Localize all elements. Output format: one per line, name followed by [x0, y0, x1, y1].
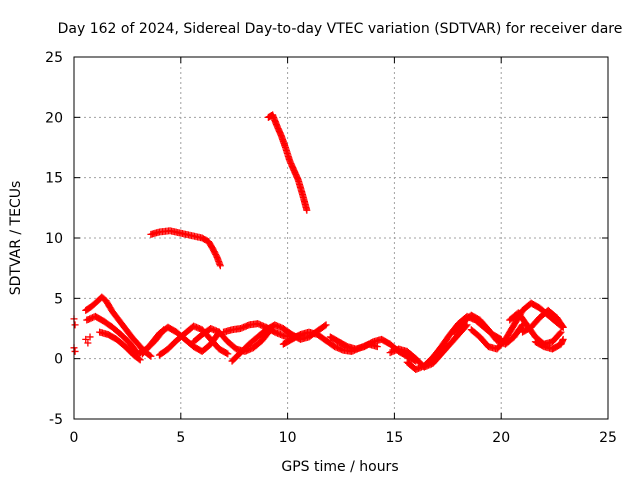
x-tick-label: 0 [70, 430, 79, 446]
series-isolated-near-origin [82, 333, 94, 347]
data-points [70, 111, 567, 374]
data-point [559, 335, 567, 343]
data-point [373, 343, 381, 351]
series-high-arc-2 [264, 111, 311, 214]
data-point [518, 322, 526, 330]
gridlines [74, 57, 608, 419]
data-point [224, 350, 232, 358]
data-point [86, 333, 94, 341]
data-point [71, 347, 79, 355]
y-tick-label: -5 [49, 412, 63, 428]
series-high-arc-1 [147, 227, 224, 270]
y-axis-label: SDTVAR / TECUs [8, 181, 24, 296]
y-tick-label: 25 [45, 50, 63, 66]
series-arc-q [531, 335, 567, 353]
y-tick-label: 20 [45, 110, 63, 126]
data-point [557, 328, 565, 336]
series-arc-p [519, 306, 567, 336]
x-axis-label: GPS time / hours [281, 459, 398, 475]
data-point [71, 321, 79, 329]
data-point [136, 356, 144, 364]
x-tick-label: 5 [176, 430, 185, 446]
data-point [135, 355, 143, 363]
series-isolated-left [70, 315, 79, 355]
y-tick-label: 15 [45, 171, 63, 187]
series-arc-c [96, 328, 144, 364]
axis-ticks: 0 5 10 15 20 25 -5 0 5 10 15 20 25 [45, 50, 617, 446]
data-point [322, 321, 330, 329]
data-point [556, 329, 564, 337]
data-point [216, 262, 224, 270]
x-tick-label: 20 [492, 430, 510, 446]
plot-frame [73, 56, 609, 420]
x-tick-label: 25 [599, 430, 617, 446]
data-point [321, 322, 329, 330]
x-tick-label: 10 [279, 430, 297, 446]
data-point [146, 351, 154, 359]
series-arc-i [279, 328, 381, 355]
series-arc-f [190, 325, 275, 355]
y-tick-label: 5 [54, 291, 63, 307]
y-tick-label: 0 [54, 352, 63, 368]
data-point [558, 322, 566, 330]
y-tick-label: 10 [45, 231, 63, 247]
data-point [84, 339, 92, 347]
series-arc-m [450, 311, 527, 348]
data-point [303, 206, 311, 214]
data-point [82, 335, 90, 343]
series-arc-n [467, 299, 567, 353]
data-point [462, 322, 470, 330]
data-point [147, 352, 155, 360]
data-point [223, 349, 231, 357]
series-arc-d [138, 323, 223, 358]
chart-title: Day 162 of 2024, Sidereal Day-to-day VTE… [58, 21, 623, 37]
data-point [559, 323, 567, 331]
x-tick-label: 15 [385, 430, 403, 446]
